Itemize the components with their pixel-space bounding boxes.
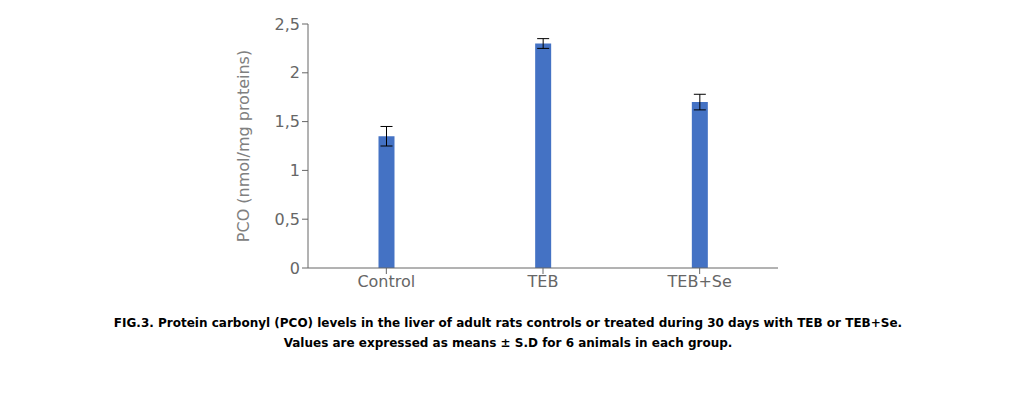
svg-text:2: 2	[290, 63, 300, 82]
html-text:Values are expressed as means: Values are expressed as means ± S.D for …	[283, 336, 733, 350]
svg-text:1: 1	[290, 161, 300, 180]
svg-text:PCO (nmol/mg proteins): PCO (nmol/mg proteins)	[234, 50, 253, 242]
svg-text:0,5: 0,5	[275, 210, 300, 229]
svg-text:TEB+Se: TEB+Se	[667, 272, 732, 291]
html-text:FIG.3. Protein carbonyl (PCO): FIG.3. Protein carbonyl (PCO) levels in …	[113, 316, 903, 330]
svg-text:0: 0	[290, 259, 300, 278]
svg-text:1,5: 1,5	[275, 112, 300, 131]
svg-text:Control: Control	[357, 272, 415, 291]
svg-text:2,5: 2,5	[275, 15, 300, 34]
svg-text:TEB: TEB	[527, 272, 559, 291]
